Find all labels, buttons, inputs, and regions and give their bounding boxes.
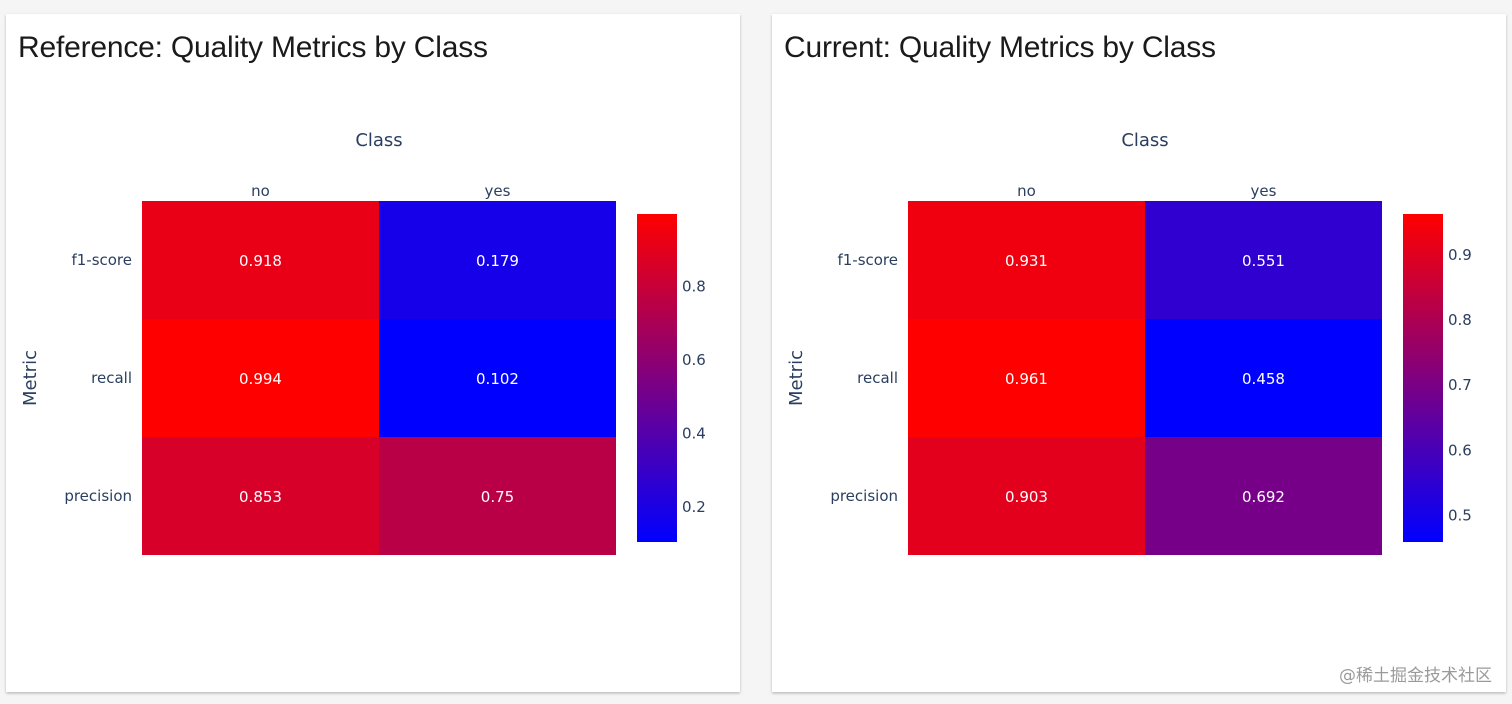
cell-value-f1-score-no: 0.918 [239,252,282,270]
heatmap-cell-precision-no [142,437,379,555]
x-tick-label-yes: yes [1251,182,1277,200]
heatmap-cell-recall-yes [379,319,616,437]
current-heatmap: 0.931 0.551 0.961 0.458 0.903 0.692 no yes f1-sc… [786,130,1472,555]
colorbar-tick-label-1: 0.6 [1448,441,1472,459]
y-tick-label-recall: recall [91,369,132,387]
heatmap-cell-precision-no [908,437,1145,555]
colorbar-tick-label-4: 0.9 [1448,246,1472,264]
reference-chart-title: Reference: Quality Metrics by Class [18,31,488,64]
y-tick-label-f1-score: f1-score [71,251,132,269]
cell-value-recall-yes: 0.102 [476,370,519,388]
cell-value-precision-no: 0.903 [1005,488,1048,506]
y-tick-label-precision: precision [830,487,898,505]
current-chart-card: Current: Quality Metrics by Class 0.931 0… [772,14,1506,692]
cell-value-recall-no: 0.994 [239,370,282,388]
cell-value-f1-score-yes: 0.551 [1242,252,1285,270]
x-tick-label-yes: yes [485,182,511,200]
x-axis-title: Class [355,130,402,151]
reference-chart-card: Reference: Quality Metrics by Class 0.91… [6,14,740,692]
heatmap-cell-recall-yes [1145,319,1382,437]
cell-value-recall-yes: 0.458 [1242,370,1285,388]
heatmap-cell-f1-score-yes [379,201,616,319]
heatmap-cell-precision-yes [379,437,616,555]
x-tick-label-no: no [251,182,270,200]
heatmap-cell-recall-no [142,319,379,437]
cell-value-f1-score-yes: 0.179 [476,252,519,270]
x-axis-title: Class [1121,130,1168,151]
watermark-text: @稀土掘金技术社区 [1339,666,1492,686]
colorbar-tick-label-0: 0.5 [1448,507,1472,525]
y-tick-label-precision: precision [64,487,132,505]
heatmap-cell-precision-yes [1145,437,1382,555]
heatmap-cell-f1-score-yes [1145,201,1382,319]
colorbar-tick-label-3: 0.8 [1448,311,1472,329]
colorbar [637,214,677,542]
colorbar-tick-label-1: 0.4 [682,424,706,442]
current-chart-title: Current: Quality Metrics by Class [784,31,1216,64]
colorbar-tick-label-2: 0.7 [1448,376,1472,394]
cell-value-precision-yes: 0.75 [481,488,514,506]
cell-value-recall-no: 0.961 [1005,370,1048,388]
colorbar [1403,214,1443,542]
x-tick-label-no: no [1017,182,1036,200]
colorbar-tick-label-3: 0.8 [682,277,706,295]
reference-heatmap: 0.918 0.179 0.994 0.102 0.853 0.75 no yes f1-sco… [20,130,706,555]
y-tick-label-f1-score: f1-score [837,251,898,269]
cell-value-precision-yes: 0.692 [1242,488,1285,506]
y-axis-title: Metric [786,350,807,406]
y-axis-title: Metric [20,350,41,406]
cell-value-precision-no: 0.853 [239,488,282,506]
cell-value-f1-score-no: 0.931 [1005,252,1048,270]
heatmap-cell-recall-no [908,319,1145,437]
heatmap-cell-f1-score-no [908,201,1145,319]
heatmap-cell-f1-score-no [142,201,379,319]
y-tick-label-recall: recall [857,369,898,387]
colorbar-tick-label-2: 0.6 [682,351,706,369]
colorbar-tick-label-0: 0.2 [682,498,706,516]
